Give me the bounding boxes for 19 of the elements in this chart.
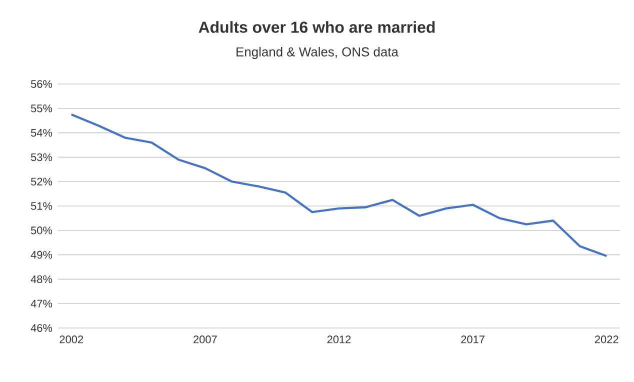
y-tick-label: 49% xyxy=(30,250,52,259)
x-tick-label: 2017 xyxy=(461,336,484,344)
x-tick-label: 2007 xyxy=(194,336,217,344)
y-tick-label: 56% xyxy=(30,80,52,88)
x-tick-label: 2022 xyxy=(594,336,618,344)
y-tick-label: 51% xyxy=(30,202,52,210)
chart-title: Adults over 16 who are married xyxy=(198,21,435,33)
y-tick-label: 52% xyxy=(30,178,52,186)
y-tick-label: 48% xyxy=(30,275,52,284)
x-tick-label: 2002 xyxy=(60,336,84,344)
chart-subtitle: England & Wales, ONS data xyxy=(236,46,398,60)
y-tick-label: 53% xyxy=(30,153,52,162)
y-tick-label: 50% xyxy=(30,226,52,234)
y-tick-label: 47% xyxy=(30,300,52,308)
x-tick-label: 2012 xyxy=(327,336,351,344)
line-series xyxy=(70,113,608,258)
y-tick-label: 46% xyxy=(30,324,52,332)
y-tick-label: 54% xyxy=(30,128,52,137)
y-tick-label: 55% xyxy=(30,104,52,112)
